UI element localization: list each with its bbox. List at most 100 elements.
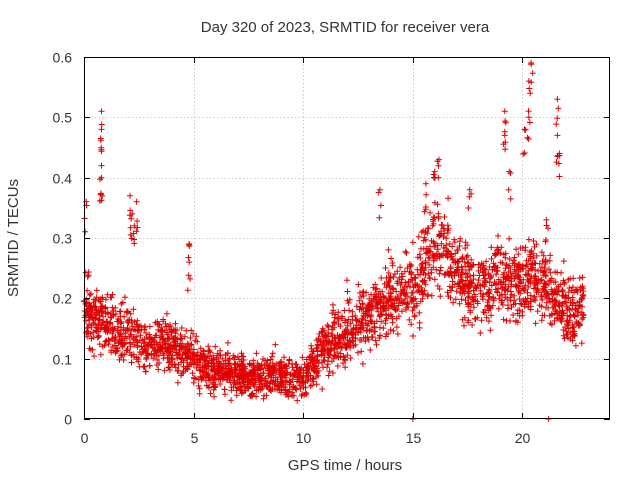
- data-point: [462, 263, 469, 270]
- data-point: [502, 265, 509, 272]
- data-point: [513, 283, 520, 290]
- data-point: [382, 320, 389, 327]
- data-point: [287, 371, 294, 378]
- data-point: [547, 320, 554, 327]
- data-point: [339, 332, 346, 339]
- data-point: [342, 357, 349, 364]
- data-point: [441, 214, 448, 220]
- data-point: [548, 286, 555, 293]
- data-point: [98, 146, 105, 153]
- data-point: [443, 251, 449, 258]
- data-point: [248, 392, 255, 398]
- data-point: [418, 289, 425, 296]
- data-point: [118, 352, 125, 359]
- data-point: [487, 327, 494, 334]
- data-point: [438, 228, 444, 235]
- data-point: [471, 291, 478, 298]
- data-point: [337, 323, 344, 330]
- data-point: [580, 288, 587, 294]
- data-point: [443, 248, 450, 255]
- data-point: [84, 333, 91, 340]
- data-point: [368, 307, 375, 314]
- data-point: [419, 278, 426, 285]
- data-point: [267, 386, 274, 393]
- data-point: [515, 251, 522, 258]
- data-point: [565, 319, 572, 326]
- data-point: [463, 254, 470, 260]
- data-point: [298, 366, 304, 373]
- data-point: [430, 252, 437, 259]
- data-point: [329, 322, 336, 329]
- data-point: [148, 342, 155, 349]
- data-point: [89, 346, 96, 353]
- data-point: [488, 255, 495, 262]
- data-point: [373, 285, 380, 292]
- data-point: [249, 390, 256, 397]
- data-point: [444, 227, 451, 234]
- data-point: [95, 317, 102, 323]
- data-point: [172, 320, 179, 327]
- data-point: [211, 393, 217, 400]
- data-point: [163, 329, 170, 336]
- data-point: [133, 333, 140, 340]
- data-point: [574, 310, 581, 316]
- data-point: [150, 355, 157, 362]
- data-point: [127, 207, 134, 214]
- data-point: [133, 198, 140, 205]
- data-point: [200, 347, 207, 354]
- data-point: [382, 265, 389, 271]
- data-point: [500, 316, 507, 323]
- data-point: [324, 361, 331, 368]
- data-point: [245, 385, 252, 392]
- data-point: [563, 328, 570, 335]
- data-point: [521, 303, 528, 310]
- data-point: [538, 249, 545, 256]
- data-point: [414, 266, 421, 273]
- data-point: [403, 283, 410, 290]
- data-point: [545, 281, 552, 287]
- data-point: [313, 381, 320, 388]
- data-point: [332, 334, 339, 341]
- data-point: [296, 372, 303, 379]
- data-point: [451, 236, 458, 243]
- data-point: [166, 343, 173, 350]
- data-point: [154, 362, 160, 368]
- data-point: [516, 261, 523, 268]
- data-point: [408, 298, 415, 305]
- data-point: [359, 320, 366, 327]
- data-point: [555, 288, 562, 295]
- data-point: [547, 252, 554, 259]
- data-point: [342, 343, 349, 349]
- data-point: [161, 352, 167, 359]
- data-point: [553, 298, 560, 305]
- data-point: [130, 351, 137, 358]
- data-point: [129, 210, 136, 217]
- data-point: [281, 354, 287, 361]
- data-point: [184, 287, 191, 294]
- data-point: [434, 242, 441, 249]
- data-point: [452, 250, 459, 257]
- data-point: [162, 338, 169, 345]
- data-point: [102, 328, 109, 335]
- data-point: [133, 337, 140, 344]
- data-point: [347, 320, 354, 327]
- data-point: [564, 322, 571, 329]
- data-point: [158, 324, 165, 331]
- data-point: [350, 326, 357, 333]
- data-point: [319, 386, 326, 392]
- data-point: [367, 347, 374, 353]
- data-point: [256, 375, 263, 382]
- data-point: [570, 328, 577, 335]
- data-point: [537, 267, 544, 274]
- data-point: [150, 338, 157, 345]
- data-point: [97, 191, 104, 198]
- data-point: [241, 372, 248, 378]
- data-point: [91, 353, 98, 360]
- data-point: [199, 353, 206, 360]
- data-point: [216, 374, 223, 381]
- data-point: [211, 363, 217, 369]
- data-point: [334, 363, 341, 369]
- data-point: [435, 162, 442, 169]
- data-point: [431, 174, 437, 181]
